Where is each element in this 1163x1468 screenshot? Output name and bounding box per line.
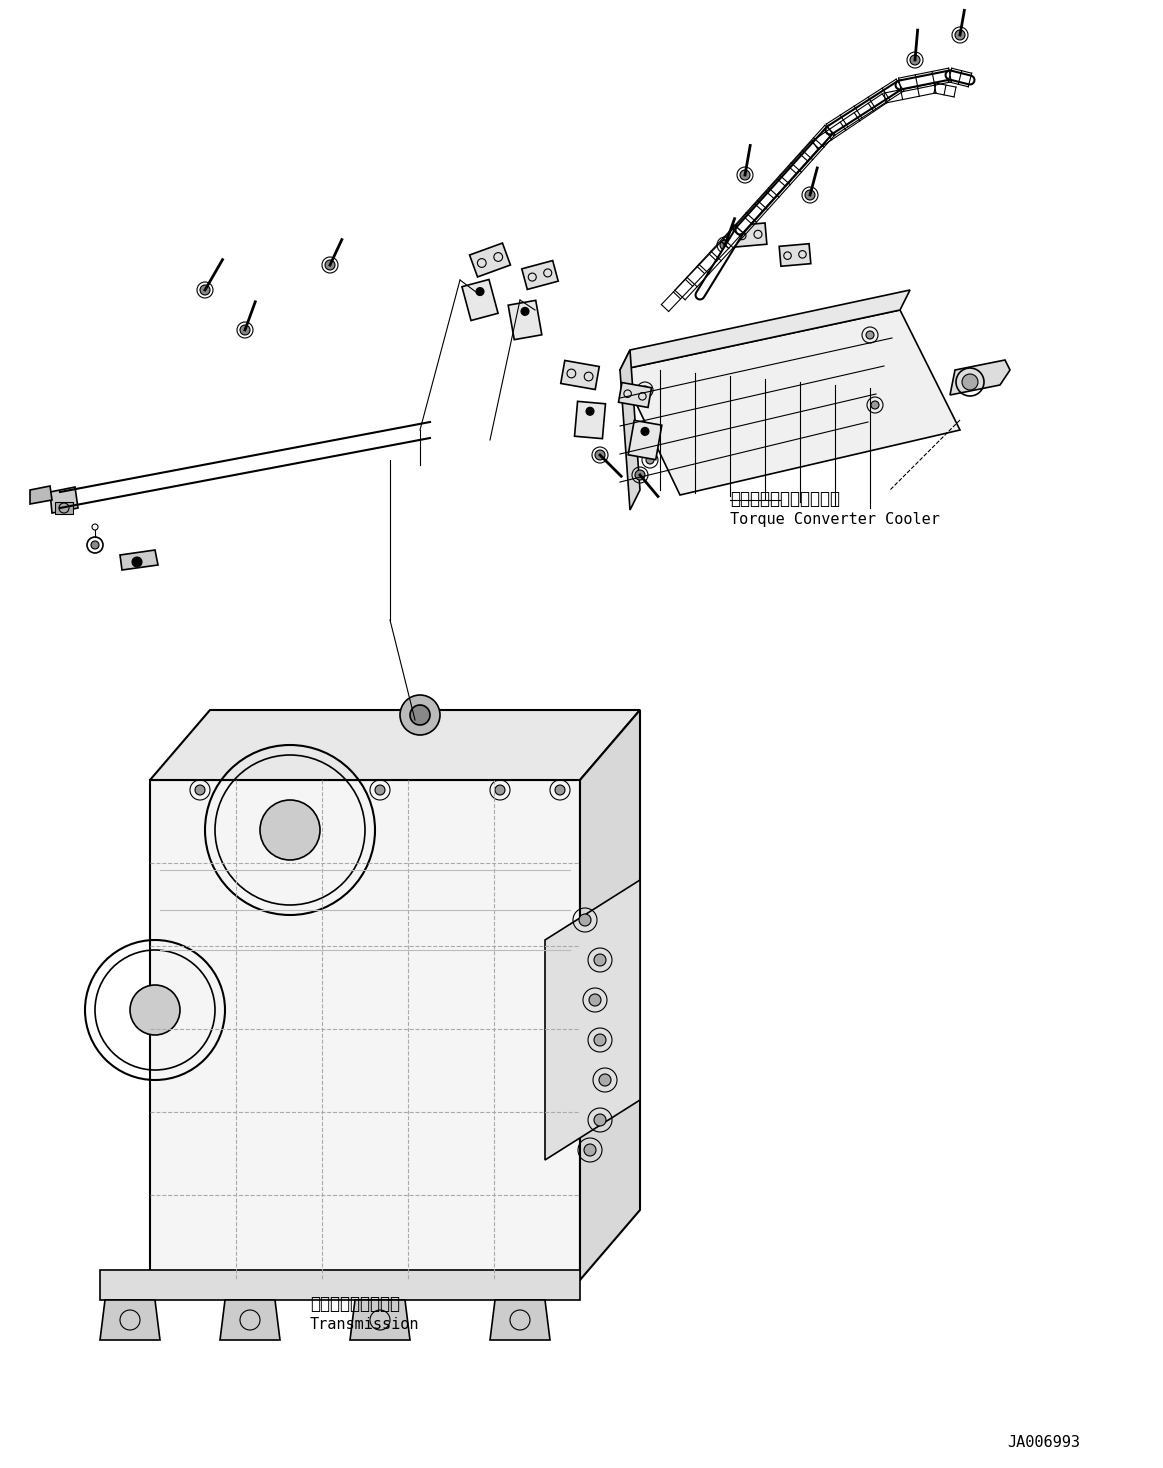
Circle shape [374,785,385,796]
Text: JA006993: JA006993 [1007,1436,1080,1450]
Polygon shape [30,486,52,504]
Polygon shape [733,223,766,247]
Polygon shape [470,244,511,277]
Circle shape [261,800,320,860]
Circle shape [594,954,606,966]
Circle shape [91,542,99,549]
Circle shape [740,170,750,181]
Polygon shape [50,487,78,512]
Text: トランスミッション: トランスミッション [311,1295,400,1312]
Circle shape [476,288,484,295]
Circle shape [240,324,250,335]
Polygon shape [779,244,811,266]
Polygon shape [100,1270,580,1301]
Polygon shape [220,1301,280,1340]
Circle shape [645,457,654,464]
Polygon shape [100,1301,160,1340]
Circle shape [131,556,142,567]
Polygon shape [490,1301,550,1340]
Circle shape [495,785,505,796]
Polygon shape [620,291,909,370]
Circle shape [586,407,594,415]
Circle shape [962,374,978,390]
Polygon shape [619,383,651,408]
Circle shape [200,285,211,295]
Circle shape [955,29,965,40]
Polygon shape [620,310,959,495]
Circle shape [195,785,205,796]
Text: Transmission: Transmission [311,1317,420,1331]
Circle shape [805,189,815,200]
Circle shape [635,470,645,480]
Circle shape [584,1144,595,1155]
Circle shape [594,1033,606,1047]
Polygon shape [580,711,640,1280]
Circle shape [594,1114,606,1126]
Circle shape [595,451,605,459]
Bar [55,502,73,514]
Polygon shape [508,301,542,339]
Polygon shape [950,360,1009,395]
Polygon shape [462,279,498,320]
Text: トルクコンバータクーラ: トルクコンバータクーラ [730,490,840,508]
Polygon shape [620,349,640,509]
Polygon shape [561,361,599,389]
Circle shape [555,785,565,796]
Polygon shape [628,420,662,459]
Polygon shape [150,711,640,780]
Circle shape [588,994,601,1006]
Polygon shape [522,260,558,289]
Circle shape [411,705,430,725]
Circle shape [720,239,730,250]
Circle shape [599,1075,611,1086]
Polygon shape [575,401,606,439]
Polygon shape [350,1301,411,1340]
Circle shape [866,330,875,339]
Polygon shape [150,780,580,1280]
Circle shape [130,985,180,1035]
Circle shape [641,386,649,393]
Circle shape [579,915,591,926]
Text: Torque Converter Cooler: Torque Converter Cooler [730,512,940,527]
Circle shape [871,401,879,410]
Polygon shape [120,550,158,570]
Circle shape [521,307,529,316]
Circle shape [909,54,920,65]
Circle shape [400,694,440,735]
Circle shape [324,260,335,270]
Polygon shape [545,879,640,1160]
Circle shape [641,427,649,436]
